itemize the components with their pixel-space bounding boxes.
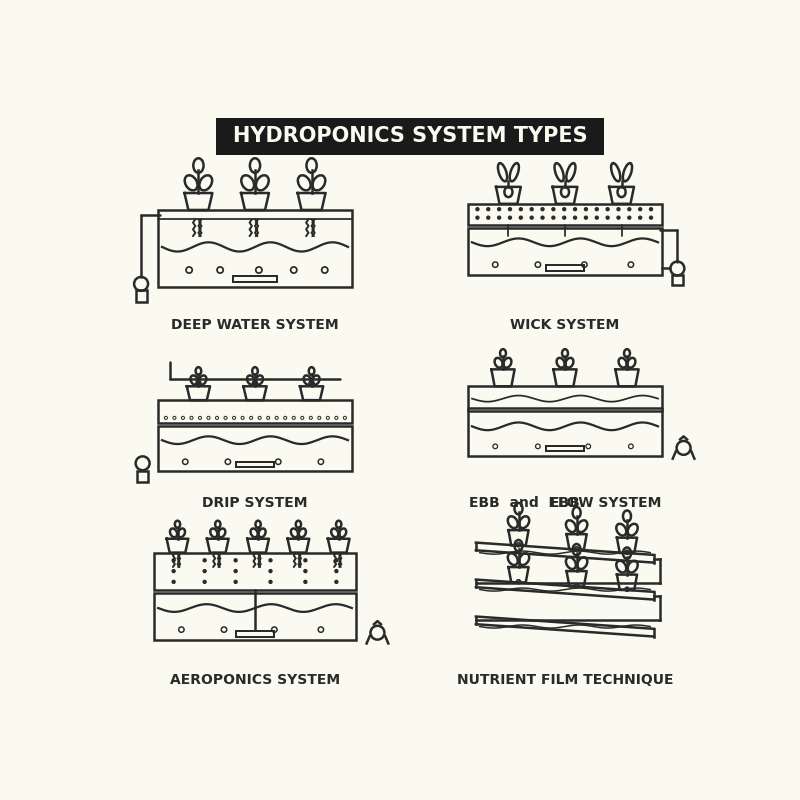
Circle shape — [617, 216, 620, 219]
Circle shape — [234, 580, 237, 583]
Circle shape — [498, 208, 501, 210]
Circle shape — [574, 216, 577, 219]
Circle shape — [203, 558, 206, 562]
Bar — [468, 204, 662, 226]
Circle shape — [606, 208, 609, 210]
Bar — [234, 276, 277, 282]
Text: HYDROPONICS SYSTEM TYPES: HYDROPONICS SYSTEM TYPES — [233, 126, 587, 146]
Circle shape — [628, 208, 631, 210]
Text: NUTRIENT FILM TECHNIQUE: NUTRIENT FILM TECHNIQUE — [457, 673, 674, 686]
Circle shape — [509, 208, 511, 210]
Bar — [468, 386, 662, 408]
Bar — [216, 118, 604, 154]
Circle shape — [638, 208, 642, 210]
Circle shape — [530, 208, 534, 210]
Text: WICK SYSTEM: WICK SYSTEM — [510, 318, 620, 333]
Bar — [158, 400, 352, 423]
Circle shape — [650, 216, 653, 219]
Circle shape — [628, 216, 631, 219]
Circle shape — [530, 216, 534, 219]
Circle shape — [595, 216, 598, 219]
Circle shape — [584, 216, 587, 219]
Circle shape — [498, 216, 501, 219]
Circle shape — [476, 208, 479, 210]
Circle shape — [269, 580, 272, 583]
Circle shape — [269, 558, 272, 562]
Circle shape — [269, 570, 272, 573]
Bar — [158, 210, 352, 287]
Circle shape — [172, 570, 175, 573]
Bar — [158, 426, 352, 471]
Circle shape — [519, 216, 522, 219]
Circle shape — [562, 208, 566, 210]
Bar — [236, 462, 274, 467]
Bar — [546, 446, 584, 451]
Text: EBB  and  FLOW SYSTEM: EBB and FLOW SYSTEM — [469, 495, 661, 510]
Text: DEEP WATER SYSTEM: DEEP WATER SYSTEM — [171, 318, 339, 333]
Bar — [154, 553, 356, 590]
Circle shape — [541, 216, 544, 219]
Circle shape — [650, 208, 653, 210]
Circle shape — [335, 570, 338, 573]
Bar — [154, 593, 356, 640]
Bar — [138, 471, 148, 482]
Circle shape — [335, 558, 338, 562]
Circle shape — [304, 558, 307, 562]
Circle shape — [606, 216, 609, 219]
Circle shape — [486, 208, 490, 210]
Text: AEROPONICS SYSTEM: AEROPONICS SYSTEM — [170, 673, 340, 686]
Circle shape — [203, 580, 206, 583]
Circle shape — [562, 216, 566, 219]
Circle shape — [552, 216, 555, 219]
Circle shape — [574, 208, 577, 210]
Circle shape — [584, 208, 587, 210]
Circle shape — [486, 216, 490, 219]
Bar — [468, 411, 662, 455]
Bar — [468, 229, 662, 274]
Circle shape — [304, 570, 307, 573]
Circle shape — [509, 216, 511, 219]
Circle shape — [172, 558, 175, 562]
Bar — [136, 290, 146, 302]
Circle shape — [234, 570, 237, 573]
Circle shape — [234, 558, 237, 562]
Bar — [546, 266, 584, 270]
Circle shape — [617, 208, 620, 210]
Circle shape — [203, 570, 206, 573]
Bar — [236, 631, 274, 637]
Circle shape — [335, 580, 338, 583]
Text: EBB: EBB — [550, 495, 580, 510]
Text: DRIP SYSTEM: DRIP SYSTEM — [202, 495, 308, 510]
Bar — [672, 274, 683, 286]
Circle shape — [595, 208, 598, 210]
Circle shape — [638, 216, 642, 219]
Circle shape — [519, 208, 522, 210]
Circle shape — [476, 216, 479, 219]
Circle shape — [172, 580, 175, 583]
Circle shape — [552, 208, 555, 210]
Circle shape — [304, 580, 307, 583]
Circle shape — [541, 208, 544, 210]
